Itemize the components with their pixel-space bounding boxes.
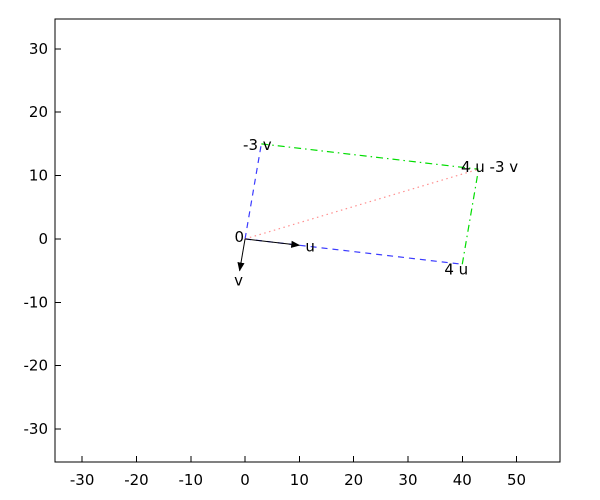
point-label-3-v: -3 v <box>243 136 272 154</box>
y-tick-label-10: 10 <box>29 167 48 185</box>
segment-0-to-minus3v <box>244 143 262 240</box>
segment-0-to-4u-minus3v <box>244 168 479 240</box>
point-label-4-u: 4 u <box>444 260 468 278</box>
y-tick-label--30: -30 <box>24 420 49 438</box>
point-label-v: v <box>234 272 243 290</box>
x-tick-label-30: 30 <box>398 471 417 489</box>
x-tick-label--30: -30 <box>70 471 95 489</box>
y-tick-label-20: 20 <box>29 103 48 121</box>
y-tick-label--20: -20 <box>24 357 49 375</box>
x-tick-label-20: 20 <box>344 471 363 489</box>
axes-box <box>54 18 561 463</box>
x-tick-label-50: 50 <box>507 471 526 489</box>
segment-4u-to-4u-minus3v <box>461 169 480 265</box>
point-label-4-u-3-v: 4 u -3 v <box>461 158 518 176</box>
point-label-0: 0 <box>235 228 245 246</box>
x-tick-label--20: -20 <box>124 471 149 489</box>
segment-minus3v-to-4u-minus3v <box>261 143 479 170</box>
y-tick-label--10: -10 <box>24 293 49 311</box>
point-label-u: u <box>305 237 315 255</box>
y-tick-label-30: 30 <box>29 40 48 58</box>
vector-u <box>244 238 301 248</box>
x-tick-label--10: -10 <box>179 471 204 489</box>
x-tick-label-10: 10 <box>290 471 309 489</box>
x-tick-label-0: 0 <box>240 471 250 489</box>
y-tick-label-0: 0 <box>38 230 48 248</box>
vector-v <box>237 238 246 272</box>
x-tick-label-40: 40 <box>453 471 472 489</box>
